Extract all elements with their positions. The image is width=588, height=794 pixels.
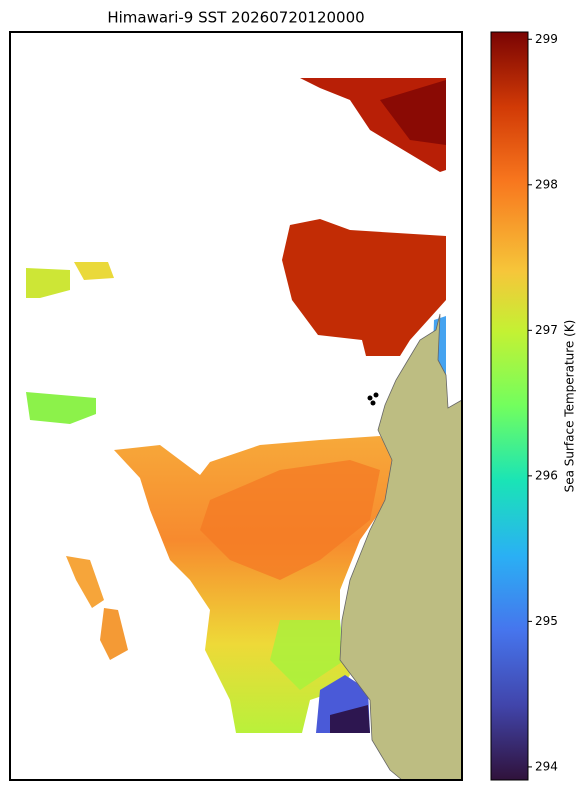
island: [373, 392, 379, 398]
map-frame: [9, 31, 463, 781]
map: [9, 31, 463, 781]
island: [370, 400, 376, 406]
sst-patch: [26, 392, 96, 424]
colorbar-tick-label: 295: [535, 614, 558, 628]
sst-patch: [330, 705, 370, 733]
sst-patch: [200, 460, 380, 580]
sst-patch: [26, 268, 70, 298]
colorbar-tick-label: 296: [535, 468, 558, 482]
island: [367, 395, 373, 401]
sst-patch: [282, 219, 446, 356]
colorbar-tick-label: 294: [535, 759, 558, 773]
sst-patch: [100, 608, 128, 660]
chart-title: Himawari-9 SST 20260720120000: [107, 9, 364, 27]
colorbar-label: Sea Surface Temperature (K): [563, 320, 577, 493]
colorbar-tick-label: 297: [535, 323, 558, 337]
sst-patch: [270, 620, 345, 690]
sst-patch: [74, 262, 114, 280]
colorbar-tick-label: 298: [535, 177, 558, 191]
colorbar-tick-label: 299: [535, 32, 558, 46]
sst-patch: [380, 80, 446, 145]
colorbar: [490, 31, 529, 781]
sst-patch: [66, 556, 104, 608]
